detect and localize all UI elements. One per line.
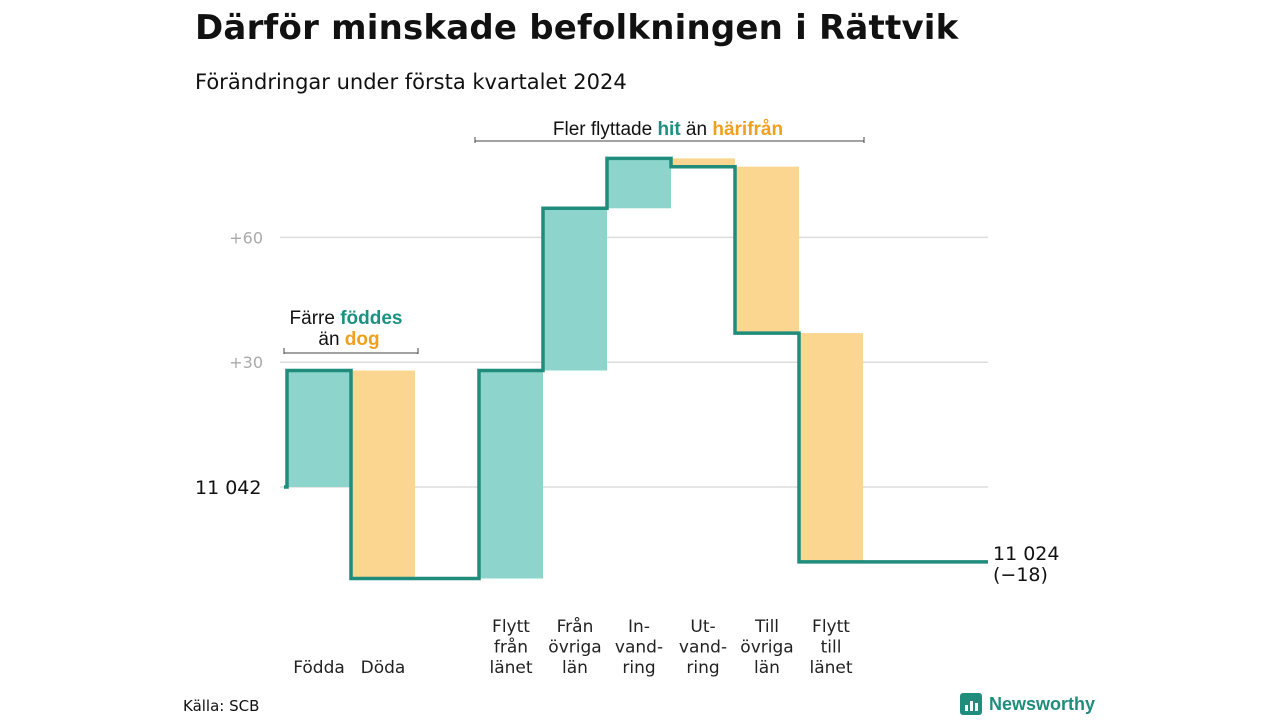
births-annotation: Färre föddes än dog	[283, 308, 419, 354]
category-label: Flytt	[492, 617, 530, 637]
bar-chart-icon	[960, 693, 982, 715]
category-label: vand-	[615, 638, 663, 658]
category-label: ring	[622, 658, 655, 678]
y-tick-label: +60	[229, 228, 263, 247]
page-subtitle: Förändringar under första kvartalet 2024	[195, 70, 627, 94]
waterfall-bar	[607, 158, 671, 209]
category-labels: Födda DödaFlyttfrånlänetFrånövrigalänIn-v…	[293, 616, 853, 678]
trend-line-path	[284, 156, 988, 581]
page-title: Därför minskade befolkningen i Rättvik	[195, 8, 959, 48]
category-label: Till	[754, 617, 779, 637]
y-tick-label: +30	[229, 353, 263, 372]
category-label: Flytt	[812, 617, 850, 637]
category-label: från	[494, 637, 528, 658]
category-label: län	[754, 658, 780, 678]
source-label: Källa: SCB	[183, 697, 260, 715]
category-label: In-	[628, 617, 650, 637]
y-axis-ticks: +30 +60	[229, 228, 263, 372]
end-value-label: 11 024	[993, 543, 1059, 565]
category-label: län	[562, 658, 588, 678]
category-label: Ut-	[690, 617, 715, 637]
category-label: övriga	[740, 638, 793, 658]
category-label: till	[821, 638, 842, 658]
category-label: ring	[686, 658, 719, 678]
start-value-label: 11 042	[195, 477, 261, 499]
logo-text: Newsworthy	[989, 693, 1096, 714]
waterfall-bar	[351, 370, 415, 579]
migration-bracket	[474, 137, 865, 143]
category-label: Från	[557, 616, 594, 637]
newsworthy-logo: Newsworthy	[960, 693, 1095, 715]
category-label: vand-	[679, 638, 727, 658]
waterfall-bar	[735, 166, 799, 334]
category-label: länet	[489, 658, 532, 678]
waterfall-bar	[287, 370, 351, 487]
births-annotation-line2: än dog	[318, 329, 379, 350]
waterfall-bar	[799, 333, 863, 562]
waterfall-bar	[543, 208, 607, 371]
migration-annotation-text: Fler flyttade hit än härifrån	[553, 119, 783, 140]
bars	[287, 158, 863, 579]
trend-line	[284, 156, 988, 581]
category-label: länet	[809, 658, 852, 678]
category-label: Födda	[293, 658, 345, 678]
category-label: Döda	[361, 658, 406, 678]
births-bracket	[283, 348, 419, 354]
waterfall-bar	[671, 158, 735, 167]
migration-annotation: Fler flyttade hit än härifrån	[474, 119, 865, 143]
category-label: övriga	[548, 638, 601, 658]
births-annotation-line1: Färre föddes	[290, 308, 403, 329]
waterfall-bar	[479, 370, 543, 579]
end-change-label: (−18)	[993, 564, 1048, 586]
